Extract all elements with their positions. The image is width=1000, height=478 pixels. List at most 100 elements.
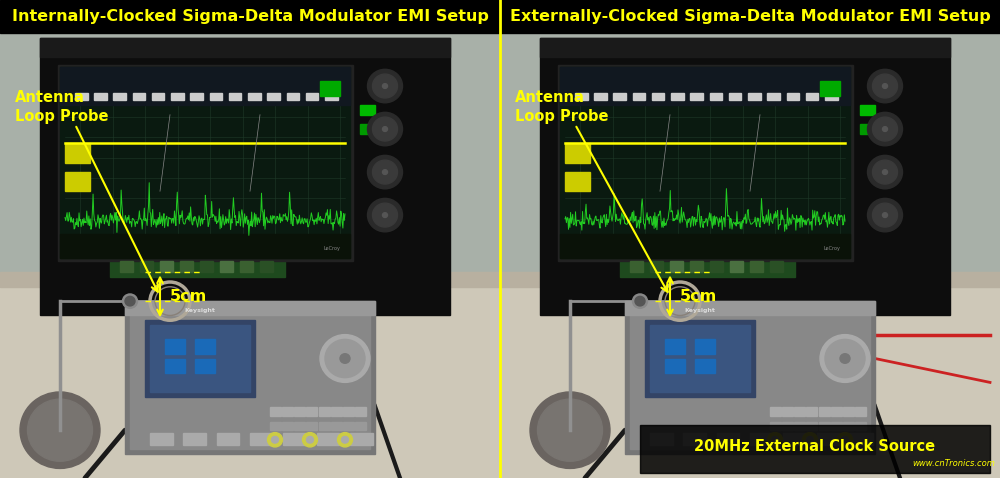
Bar [160, 261, 173, 272]
Circle shape [382, 213, 388, 217]
Circle shape [872, 160, 898, 184]
Text: Antenna: Antenna [15, 90, 85, 105]
Bar [94, 93, 107, 100]
Bar [633, 93, 645, 100]
Circle shape [368, 155, 402, 189]
Bar [306, 93, 318, 100]
Bar [630, 306, 870, 449]
Bar [565, 172, 590, 191]
Bar [729, 93, 741, 100]
Bar [287, 93, 299, 100]
Bar [782, 422, 793, 430]
Circle shape [633, 294, 648, 308]
Bar [817, 433, 839, 445]
Bar [625, 301, 875, 315]
Bar [248, 93, 261, 100]
Bar [819, 422, 830, 430]
Circle shape [806, 436, 814, 443]
Circle shape [840, 354, 850, 363]
Bar [575, 93, 588, 100]
Bar [850, 433, 872, 445]
Bar [65, 143, 90, 163]
Bar [671, 93, 684, 100]
Bar [140, 261, 152, 272]
Bar [130, 306, 370, 449]
Bar [645, 320, 755, 397]
Bar [750, 433, 772, 445]
Circle shape [838, 433, 852, 447]
Bar [0, 277, 500, 478]
Bar [65, 172, 90, 191]
Circle shape [868, 155, 902, 189]
Bar [294, 422, 305, 430]
Text: Externally-Clocked Sigma-Delta Modulator EMI Setup: Externally-Clocked Sigma-Delta Modulator… [510, 9, 990, 24]
Bar [165, 358, 185, 373]
Circle shape [868, 112, 902, 146]
Bar [670, 261, 682, 272]
Bar [710, 261, 722, 272]
Bar [282, 422, 293, 430]
Bar [855, 422, 866, 430]
Circle shape [268, 433, 283, 447]
Bar [620, 253, 795, 277]
Bar [806, 407, 817, 416]
Bar [831, 407, 842, 416]
Circle shape [342, 436, 349, 443]
Bar [355, 407, 366, 416]
Bar [783, 433, 806, 445]
Bar [355, 422, 366, 430]
Bar [150, 433, 173, 445]
Circle shape [883, 170, 888, 174]
Circle shape [883, 213, 888, 217]
Bar [665, 339, 685, 354]
Bar [75, 93, 88, 100]
Bar [613, 93, 626, 100]
Bar [306, 422, 317, 430]
Bar [217, 433, 239, 445]
Text: LeCroy: LeCroy [323, 246, 340, 251]
Bar [500, 277, 1000, 478]
Bar [282, 407, 293, 416]
Text: Loop Probe: Loop Probe [515, 109, 608, 124]
Bar [843, 422, 854, 430]
Bar [40, 38, 450, 57]
Bar [110, 253, 285, 277]
Bar [695, 339, 715, 354]
Bar [500, 0, 1000, 277]
Bar [770, 407, 781, 416]
Bar [250, 433, 272, 445]
Bar [843, 407, 854, 416]
Bar [794, 407, 805, 416]
Bar [267, 93, 280, 100]
Bar [183, 433, 206, 445]
Circle shape [122, 294, 138, 308]
Bar [820, 81, 840, 96]
Bar [270, 407, 281, 416]
Bar [558, 65, 852, 261]
Bar [40, 38, 450, 315]
Circle shape [825, 339, 865, 378]
Bar [770, 422, 781, 430]
Bar [695, 358, 715, 373]
Circle shape [28, 399, 92, 461]
Circle shape [538, 399, 602, 461]
Bar [195, 339, 215, 354]
Bar [190, 93, 203, 100]
Circle shape [368, 112, 402, 146]
Text: 20MHz External Clock Source: 20MHz External Clock Source [694, 439, 936, 455]
Bar [690, 261, 702, 272]
Circle shape [530, 392, 610, 468]
Bar [650, 433, 672, 445]
Bar [787, 93, 799, 100]
Bar [210, 93, 222, 100]
Bar [770, 261, 782, 272]
Circle shape [382, 84, 388, 88]
Bar [343, 407, 354, 416]
Circle shape [868, 69, 902, 103]
Bar [560, 234, 850, 258]
Bar [229, 93, 241, 100]
Bar [730, 261, 742, 272]
Bar [540, 38, 950, 315]
Circle shape [125, 296, 135, 306]
Bar [650, 261, 662, 272]
